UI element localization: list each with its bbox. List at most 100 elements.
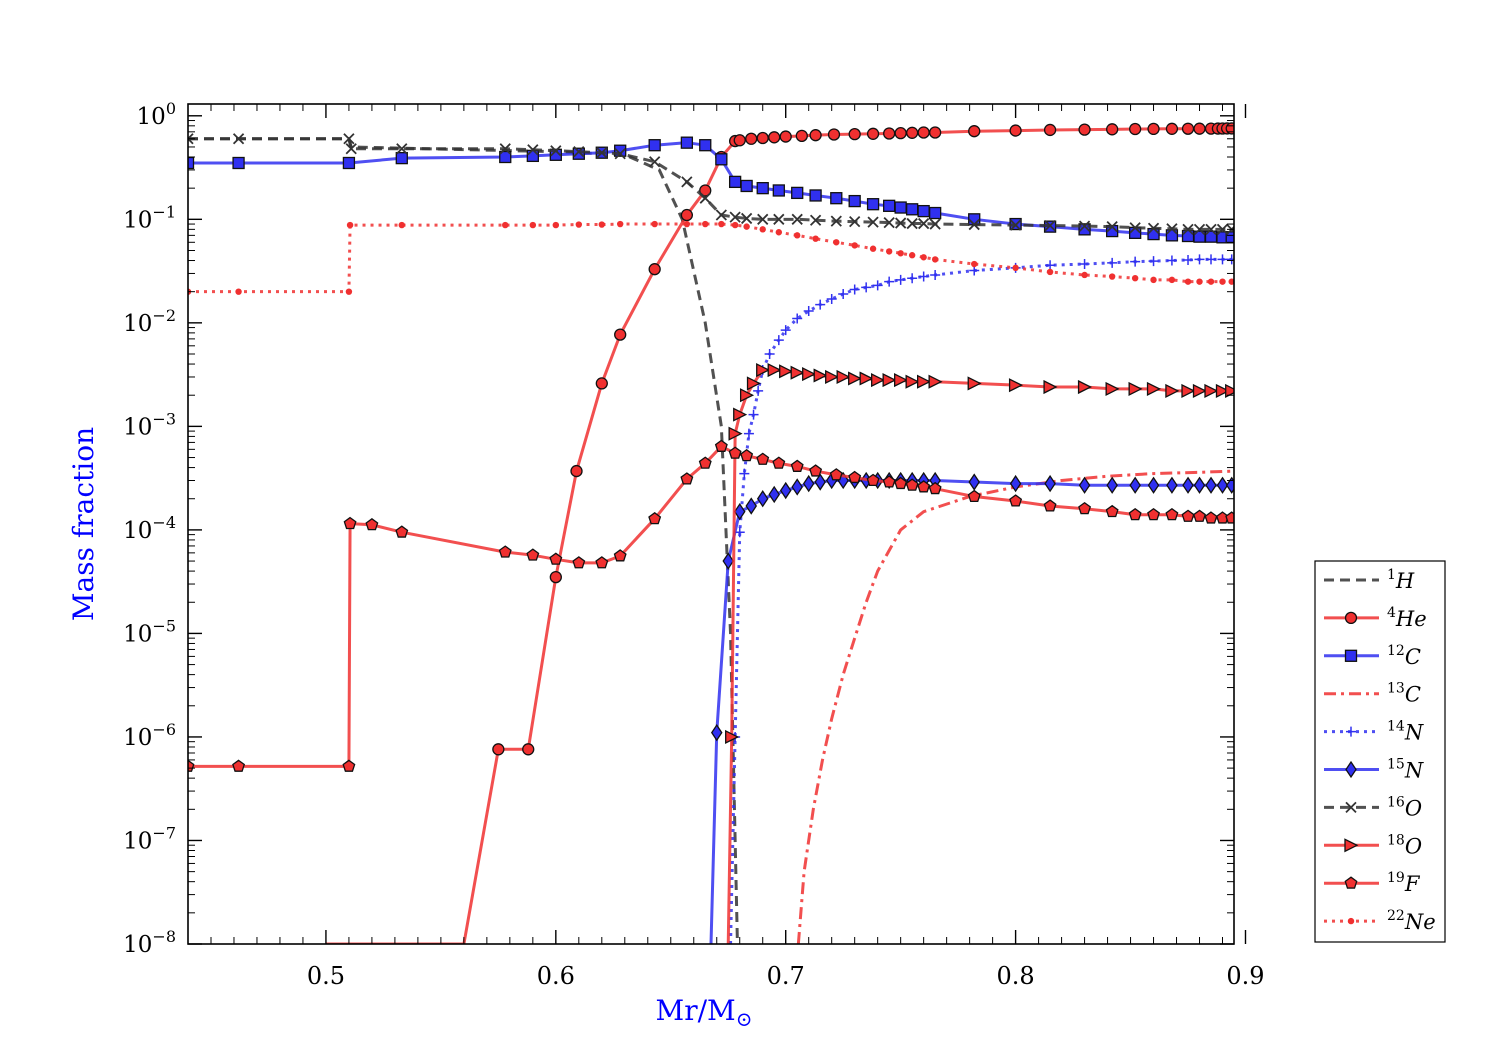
data-point: [764, 349, 775, 360]
data-point: [1193, 476, 1206, 494]
data-point: [1128, 507, 1142, 521]
data-point: [851, 242, 858, 249]
data-point: [869, 245, 877, 252]
data-point: [971, 260, 978, 268]
data-point: [1078, 501, 1092, 515]
data-point: [833, 239, 840, 246]
data-point: [830, 215, 842, 227]
data-point: [838, 288, 849, 299]
data-point: [779, 130, 792, 143]
data-point: [648, 139, 661, 152]
data-point: [967, 376, 982, 391]
data-point: [1226, 254, 1234, 265]
data-point: [809, 189, 822, 202]
data-point: [1181, 509, 1195, 522]
data-point: [1078, 223, 1091, 236]
data-point: [908, 252, 916, 259]
data-point: [529, 221, 537, 229]
data-point: [739, 388, 755, 403]
data-point: [342, 156, 356, 170]
data-point: [1165, 122, 1179, 135]
data-point: [917, 480, 931, 493]
legend-item-19f: 19F: [1324, 870, 1421, 896]
data-point: [1181, 122, 1195, 135]
data-point: [790, 459, 804, 472]
data-point: [1219, 278, 1226, 285]
legend-label: 22Ne: [1387, 908, 1436, 934]
data-point: [1166, 255, 1177, 266]
data-point: [526, 149, 539, 163]
data-point: [1216, 476, 1229, 494]
data-point: [648, 511, 662, 525]
data-point: [848, 194, 861, 208]
plot-frame: [187, 103, 1235, 945]
data-point: [928, 374, 943, 389]
data-point: [728, 175, 742, 189]
data-point: [598, 221, 606, 228]
data-point: [502, 221, 509, 229]
data-point: [1107, 257, 1118, 268]
data-point: [648, 263, 661, 276]
data-point: [772, 184, 785, 197]
data-point: [743, 428, 754, 439]
legend-item-22ne: 22Ne: [1324, 908, 1436, 934]
data-point: [680, 136, 694, 149]
data-point: [346, 221, 354, 229]
data-point: [773, 213, 785, 225]
x-tick-label: 0.5: [307, 962, 345, 990]
data-point: [918, 217, 930, 230]
data-point: [1108, 273, 1116, 280]
data-point: [1206, 254, 1217, 265]
data-point: [1182, 476, 1194, 494]
data-point: [739, 468, 750, 479]
y-tick-label: 10−7: [123, 823, 176, 854]
data-point: [1106, 476, 1118, 494]
data-point: [884, 276, 895, 287]
data-point: [1128, 381, 1143, 396]
data-point: [549, 552, 563, 565]
data-point: [1228, 278, 1234, 285]
data-point: [830, 192, 843, 205]
data-point: [1079, 259, 1090, 270]
data-point: [1105, 504, 1119, 518]
data-point: [795, 129, 808, 143]
data-point: [848, 127, 861, 141]
data-point: [573, 146, 585, 158]
data-point: [756, 131, 769, 145]
data-point: [928, 206, 942, 220]
data-point: [883, 199, 896, 212]
data-point: [549, 570, 562, 584]
x-tick-label: 0.9: [1226, 962, 1264, 990]
data-point: [698, 456, 712, 469]
data-point: [188, 133, 194, 145]
data-point: [792, 313, 803, 324]
legend-label: 19F: [1387, 870, 1421, 896]
data-point: [968, 125, 981, 138]
data-point: [1078, 476, 1091, 494]
data-point: [1148, 256, 1159, 267]
data-point: [780, 325, 791, 336]
data-point: [1147, 507, 1161, 521]
data-point: [802, 367, 817, 382]
data-point: [866, 127, 880, 140]
data-point: [871, 373, 886, 388]
data-point: [365, 517, 379, 531]
data-point: [1150, 276, 1157, 284]
x-tick-label: 0.6: [537, 962, 575, 990]
data-point: [928, 481, 942, 495]
data-point: [1045, 260, 1056, 271]
data-point: [395, 525, 409, 538]
data-point: [1217, 254, 1228, 265]
legend-item-4he: 4He: [1324, 605, 1427, 631]
data-point: [499, 150, 512, 164]
data-point: [1147, 222, 1160, 234]
data-point: [1009, 124, 1022, 137]
data-point: [733, 134, 746, 147]
data-point: [917, 126, 930, 139]
data-point: [745, 497, 758, 515]
data-point: [813, 368, 828, 383]
data-point: [1225, 231, 1234, 244]
data-point: [1165, 507, 1179, 521]
data-point: [928, 126, 942, 139]
data-point: [906, 203, 919, 216]
